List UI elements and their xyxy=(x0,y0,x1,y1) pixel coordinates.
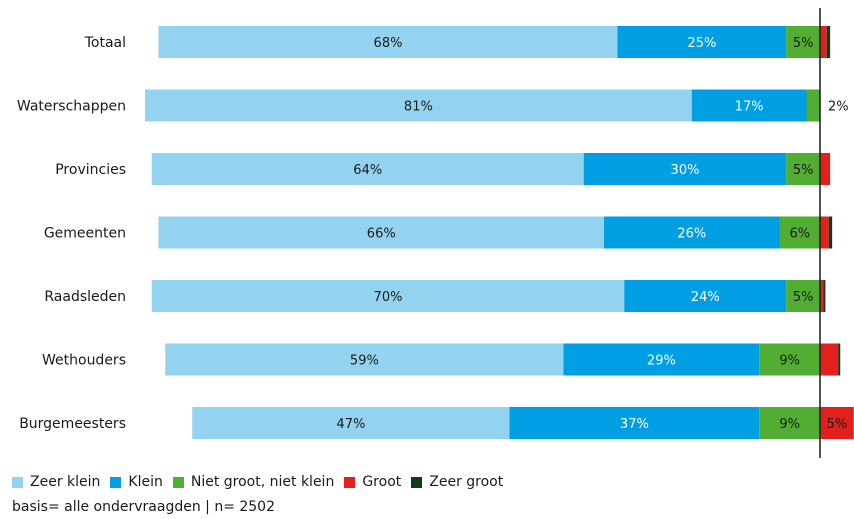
category-label-totaal: Totaal xyxy=(84,35,126,51)
data-label-provincies-klein: 30% xyxy=(671,163,700,178)
bar-segment-raadsleden-groot xyxy=(820,280,824,312)
data-label-totaal-niet-groot-niet-klein: 5% xyxy=(793,36,814,51)
data-label-waterschappen-klein: 17% xyxy=(735,100,764,115)
bar-segment-gemeenten-groot xyxy=(820,216,829,249)
bar-segment-waterschappen-klein xyxy=(691,89,807,122)
bar-segment-wethouders-zeer-klein xyxy=(165,343,564,376)
bar-segment-wethouders-groot xyxy=(820,343,839,376)
bar-segment-gemeenten-zeer-klein xyxy=(158,216,604,249)
data-label-burgemeesters-groot: 5% xyxy=(827,417,848,432)
category-label-burgemeesters: Burgemeesters xyxy=(19,416,126,432)
bar-segment-wethouders-klein xyxy=(563,343,760,376)
bar-segment-provincies-zeer-klein xyxy=(151,153,584,185)
bar-segment-gemeenten-niet-groot-niet-klein xyxy=(779,216,820,249)
bar-segment-provincies-niet-groot-niet-klein xyxy=(786,153,820,185)
stacked-bar-chart: Totaal 68% 25% 5% Waterschappen 81% 17% 2% Provi… xyxy=(17,8,854,458)
data-label-gemeenten-niet-groot-niet-klein: 6% xyxy=(789,227,810,242)
legend-label-zeer-klein: Zeer klein xyxy=(30,474,101,490)
data-label-wethouders-klein: 29% xyxy=(647,354,676,369)
data-label-raadsleden-klein: 24% xyxy=(691,290,720,305)
legend-swatch-niet-groot-niet-klein xyxy=(172,476,184,488)
bar-segment-raadsleden-zeer-klein xyxy=(151,280,625,312)
legend-item-groot: Groot xyxy=(344,474,401,490)
data-label-gemeenten-zeer-klein: 66% xyxy=(367,227,396,242)
category-label-raadsleden: Raadsleden xyxy=(44,289,126,305)
bar-segment-burgemeesters-zeer-klein xyxy=(192,407,510,439)
footnote-basis: basis= alle ondervraagden | n= 2502 xyxy=(12,499,275,515)
bar-segment-gemeenten-zeer-groot xyxy=(828,216,833,249)
legend-item-zeer-klein: Zeer klein xyxy=(12,474,100,490)
category-label-gemeenten: Gemeenten xyxy=(44,226,126,242)
data-label-waterschappen-niet-groot-niet-klein: 2% xyxy=(828,100,849,115)
legend-swatch-zeer-groot xyxy=(411,476,423,488)
bar-segment-totaal-klein xyxy=(617,26,787,58)
data-label-burgemeesters-zeer-klein: 47% xyxy=(336,417,365,432)
bar-segment-provincies-groot xyxy=(820,153,831,185)
bar-segment-raadsleden-niet-groot-niet-klein xyxy=(786,280,820,312)
data-label-provincies-zeer-klein: 64% xyxy=(353,163,382,178)
data-label-waterschappen-zeer-klein: 81% xyxy=(404,100,433,115)
bar-segment-raadsleden-zeer-groot xyxy=(823,280,826,312)
bar-segment-totaal-zeer-groot xyxy=(826,26,831,58)
legend-label-groot: Groot xyxy=(362,474,402,490)
data-label-gemeenten-klein: 26% xyxy=(677,227,706,242)
legend-label-niet-groot-niet-klein: Niet groot, niet klein xyxy=(190,474,335,490)
bar-segment-totaal-groot xyxy=(820,26,827,58)
data-label-totaal-zeer-klein: 68% xyxy=(374,36,403,51)
legend-swatch-zeer-klein xyxy=(12,476,23,488)
data-label-totaal-klein: 25% xyxy=(687,36,716,51)
data-label-provincies-niet-groot-niet-klein: 5% xyxy=(793,163,814,178)
bar-segment-wethouders-zeer-groot xyxy=(838,343,841,376)
category-label-waterschappen: Waterschappen xyxy=(17,99,126,115)
bar-segment-totaal-niet-groot-niet-klein xyxy=(786,26,820,58)
category-label-wethouders: Wethouders xyxy=(42,353,126,369)
legend-swatch-klein xyxy=(110,476,122,488)
category-label-provincies: Provincies xyxy=(55,162,126,178)
bar-segment-burgemeesters-groot xyxy=(820,407,854,439)
bar-segment-gemeenten-klein xyxy=(604,216,780,249)
bar-segment-totaal-zeer-klein xyxy=(158,26,618,58)
bar-segment-raadsleden-klein xyxy=(624,280,787,312)
data-label-wethouders-zeer-klein: 59% xyxy=(350,354,379,369)
data-label-wethouders-niet-groot-niet-klein: 9% xyxy=(779,354,800,369)
bar-segment-waterschappen-zeer-klein xyxy=(145,89,692,122)
legend-label-klein: Klein xyxy=(128,474,163,490)
bar-segment-wethouders-niet-groot-niet-klein xyxy=(759,343,820,376)
bar-segment-burgemeesters-klein xyxy=(509,407,760,439)
data-label-raadsleden-niet-groot-niet-klein: 5% xyxy=(793,290,814,305)
bar-segment-burgemeesters-niet-groot-niet-klein xyxy=(759,407,820,439)
legend-swatch-groot xyxy=(344,476,356,488)
data-label-burgemeesters-niet-groot-niet-klein: 9% xyxy=(779,417,800,432)
legend-item-niet-groot-niet-klein: Niet groot, niet klein xyxy=(172,474,335,490)
legend: Zeer klein Klein Niet groot, niet klein … xyxy=(12,474,513,490)
data-label-burgemeesters-klein: 37% xyxy=(620,417,649,432)
data-label-raadsleden-zeer-klein: 70% xyxy=(374,290,403,305)
bar-segment-provincies-klein xyxy=(583,153,787,185)
legend-item-zeer-groot: Zeer groot xyxy=(411,474,503,490)
bar-segment-waterschappen-niet-groot-niet-klein xyxy=(806,89,820,122)
legend-label-zeer-groot: Zeer groot xyxy=(429,474,504,490)
legend-item-klein: Klein xyxy=(110,474,163,490)
